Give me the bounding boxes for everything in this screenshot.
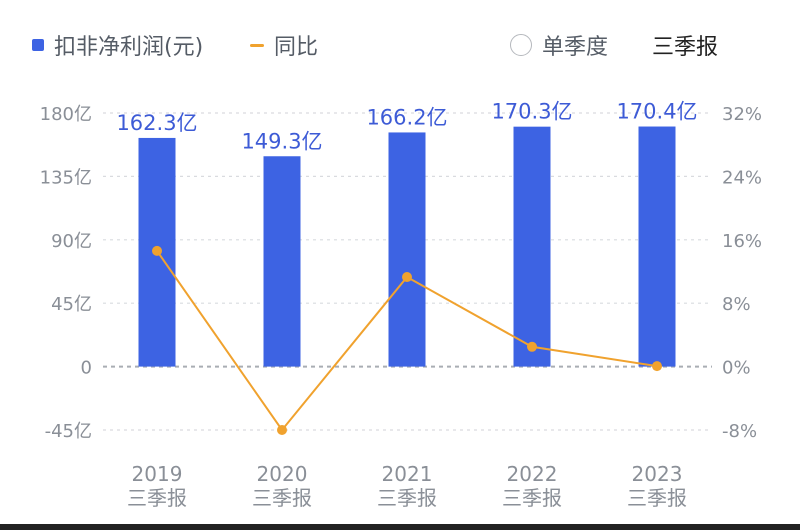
- category-year-label: 2021: [382, 462, 433, 486]
- category-year-label: 2023: [632, 462, 683, 486]
- left-tick-label: 90亿: [51, 231, 92, 252]
- bar-swatch-icon: [32, 39, 44, 51]
- line-layer: [152, 245, 662, 435]
- bar: [513, 126, 551, 367]
- bottom-edge-divider: [0, 524, 800, 530]
- category-period-label: 三季报: [627, 486, 687, 510]
- radio-circle-icon[interactable]: [510, 34, 532, 56]
- axis-layer: 180亿135亿90亿45亿0-45亿32%24%16%8%0%-8%2019三…: [40, 104, 762, 510]
- bar: [263, 156, 301, 367]
- category-year-label: 2019: [132, 462, 183, 486]
- line-swatch-icon: [250, 43, 264, 47]
- label-layer: 162.3亿 149.3亿 166.2亿 170.3亿 170.4亿: [116, 100, 697, 154]
- bar: [638, 126, 676, 367]
- category-period-label: 三季报: [127, 486, 187, 510]
- yoy-point: [152, 245, 162, 256]
- bar-value-label: 170.4亿: [616, 100, 697, 124]
- bar-value-label: 162.3亿: [116, 111, 197, 135]
- legend-item-profit: 扣非净利润(元): [32, 28, 203, 62]
- left-tick-label: -45亿: [45, 421, 92, 442]
- category-period-label: 三季报: [502, 486, 562, 510]
- category-year-label: 2022: [507, 462, 558, 486]
- category-year-label: 2020: [257, 462, 308, 486]
- right-tick-label: -8%: [722, 421, 757, 442]
- period-selector[interactable]: 三季报: [652, 28, 718, 62]
- category-period-label: 三季报: [377, 486, 437, 510]
- right-tick-label: 16%: [722, 231, 762, 252]
- bar-value-label: 170.3亿: [491, 100, 572, 124]
- single-quarter-toggle[interactable]: 单季度: [510, 28, 608, 62]
- left-tick-label: 45亿: [51, 294, 92, 315]
- yoy-point: [402, 272, 412, 283]
- bar-layer: [138, 126, 676, 367]
- legend-label-yoy: 同比: [274, 35, 319, 60]
- right-tick-label: 24%: [722, 167, 762, 188]
- right-tick-label: 32%: [722, 104, 762, 125]
- legend-item-yoy: 同比: [250, 28, 318, 62]
- single-quarter-label[interactable]: 单季度: [542, 35, 609, 60]
- right-tick-label: 8%: [722, 294, 751, 315]
- period-label[interactable]: 三季报: [652, 35, 719, 60]
- right-tick-label: 0%: [722, 358, 751, 379]
- left-tick-label: 135亿: [40, 167, 92, 188]
- yoy-point: [652, 361, 662, 372]
- yoy-point: [527, 341, 537, 352]
- category-period-label: 三季报: [252, 486, 312, 510]
- bar: [388, 132, 426, 367]
- left-tick-label: 180亿: [40, 104, 92, 125]
- left-tick-label: 0: [81, 358, 92, 379]
- bar-value-label: 166.2亿: [366, 105, 447, 129]
- yoy-point: [277, 425, 287, 435]
- legend-label-profit: 扣非净利润(元): [54, 35, 204, 60]
- bar-value-label: 149.3亿: [241, 129, 322, 153]
- legend: 扣非净利润(元) 同比 单季度 三季报: [0, 0, 800, 80]
